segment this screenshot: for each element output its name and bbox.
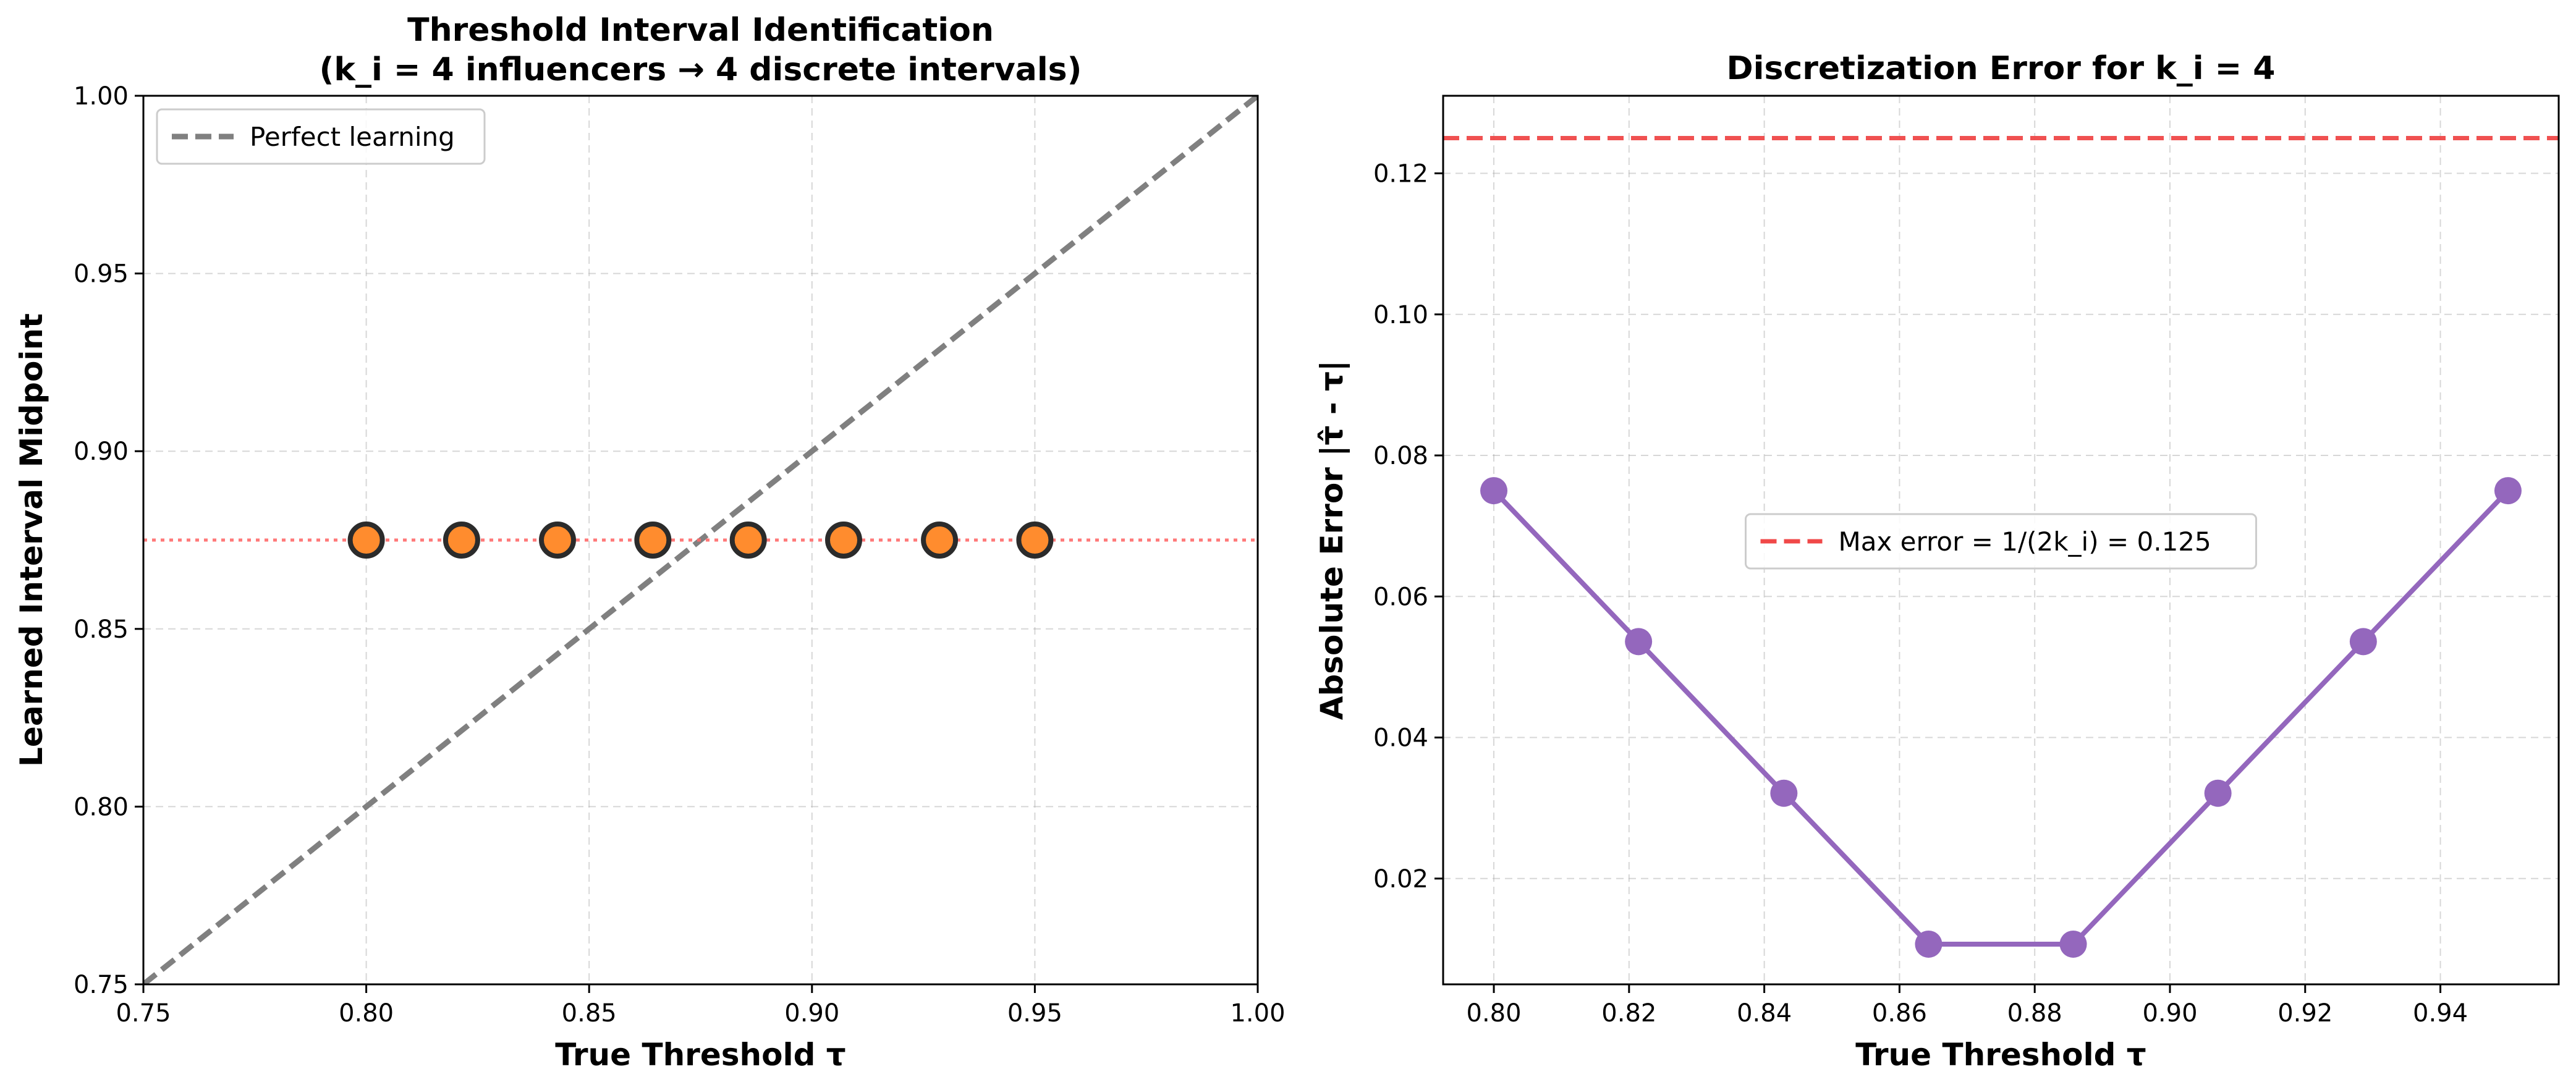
error-point bbox=[1915, 930, 1943, 958]
scatter-point bbox=[1016, 522, 1054, 559]
error-point bbox=[2059, 930, 2087, 958]
x-tick-label: 0.80 bbox=[1467, 999, 1522, 1028]
y-axis-label: Learned Interval Midpoint bbox=[14, 313, 49, 767]
x-tick-label: 1.00 bbox=[1230, 999, 1285, 1028]
x-tick-label: 0.85 bbox=[562, 999, 617, 1028]
x-tick-label: 0.88 bbox=[2007, 999, 2062, 1028]
x-axis-label: True Threshold τ bbox=[1855, 1037, 2146, 1073]
x-tick-label: 0.82 bbox=[1601, 999, 1656, 1028]
chart-1: 0.75 0.80 0.85 0.90 0.95 1.00 0.75 0.80 0.85 0.90… bbox=[14, 12, 1286, 1073]
y-tick-label: 0.80 bbox=[74, 793, 129, 821]
series-scatter bbox=[347, 522, 1054, 559]
chart-title: Discretization Error for k_i = 4 bbox=[1727, 50, 2276, 87]
plot-area bbox=[143, 96, 1258, 984]
y-tick-label: 0.04 bbox=[1373, 724, 1428, 753]
y-tick-label: 0.75 bbox=[74, 971, 129, 999]
y-tick-label: 0.02 bbox=[1373, 865, 1428, 894]
y-tick-label: 0.10 bbox=[1373, 301, 1428, 329]
error-point bbox=[1625, 628, 1653, 656]
series-line-markers bbox=[1480, 477, 2522, 958]
y-tick-label: 0.06 bbox=[1373, 583, 1428, 611]
error-point bbox=[2204, 779, 2232, 807]
plot-area bbox=[1443, 135, 2559, 958]
y-tick-label: 0.12 bbox=[1373, 160, 1428, 188]
x-axis-label: True Threshold τ bbox=[555, 1037, 845, 1073]
x-tick-label: 0.75 bbox=[116, 999, 171, 1028]
y-tick-label: 1.00 bbox=[74, 82, 129, 111]
scatter-point bbox=[443, 522, 480, 559]
legend-label: Max error = 1/(2k_i) = 0.125 bbox=[1839, 526, 2211, 557]
legend: Max error = 1/(2k_i) = 0.125 bbox=[1745, 513, 2257, 570]
x-tick-label: 0.80 bbox=[339, 999, 394, 1028]
scatter-point bbox=[729, 522, 767, 559]
y-tick-label: 0.85 bbox=[74, 615, 129, 644]
y-tick-label: 0.90 bbox=[74, 437, 129, 466]
x-tick-label: 0.94 bbox=[2413, 999, 2468, 1028]
x-tick-label: 0.92 bbox=[2277, 999, 2332, 1028]
x-tick-label: 0.86 bbox=[1872, 999, 1927, 1028]
scatter-point bbox=[825, 522, 863, 559]
error-line bbox=[1492, 489, 2510, 947]
error-point bbox=[1770, 779, 1798, 807]
x-tick-label: 0.90 bbox=[2142, 999, 2197, 1028]
scatter-point bbox=[538, 522, 576, 559]
y-axis-label: Absolute Error |τ̂ - τ| bbox=[1314, 360, 1350, 720]
chart-title: Threshold Interval Identification bbox=[407, 12, 994, 49]
error-point bbox=[2494, 477, 2522, 505]
axes-frame bbox=[1442, 95, 2560, 986]
axes-frame bbox=[142, 95, 1259, 986]
error-point bbox=[2349, 628, 2377, 656]
x-tick-label: 0.84 bbox=[1737, 999, 1792, 1028]
y-tick-label: 0.95 bbox=[74, 260, 129, 289]
y-tick-label: 0.08 bbox=[1373, 442, 1428, 470]
legend: Perfect learning bbox=[156, 108, 486, 165]
legend-box bbox=[1745, 513, 2257, 570]
legend-box bbox=[156, 108, 486, 165]
legend-label: Perfect learning bbox=[250, 122, 455, 152]
scatter-point bbox=[634, 522, 672, 559]
error-point bbox=[1480, 477, 1508, 505]
x-tick-label: 0.90 bbox=[784, 999, 839, 1028]
scatter-point bbox=[921, 522, 959, 559]
scatter-point bbox=[347, 522, 385, 559]
chart-2: 0.80 0.82 0.84 0.86 0.88 0.90 0.92 0.94 0.02 0.04… bbox=[1314, 50, 2560, 1073]
chart-title: (k_i = 4 influencers → 4 discrete interv… bbox=[320, 51, 1082, 88]
x-tick-label: 0.95 bbox=[1007, 999, 1062, 1028]
